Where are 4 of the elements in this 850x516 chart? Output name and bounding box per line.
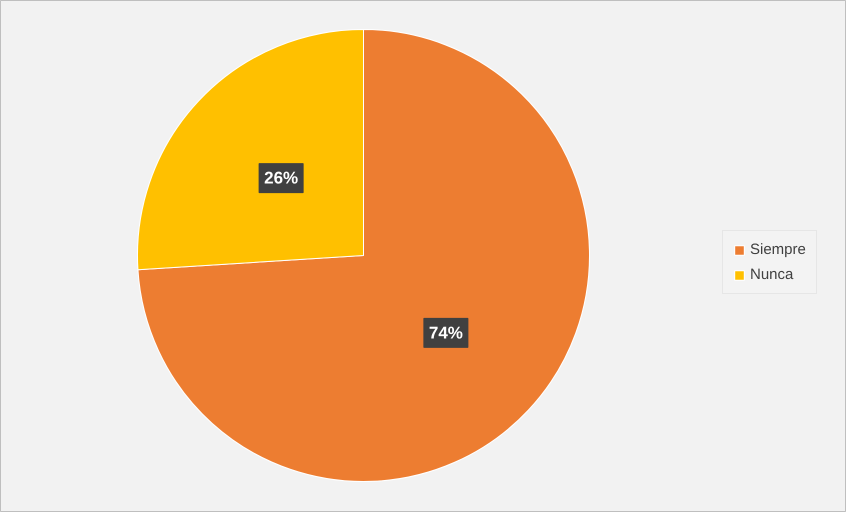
legend-label: Siempre xyxy=(750,241,806,258)
legend-label: Nunca xyxy=(750,266,794,283)
data-label: 74% xyxy=(428,323,463,342)
data-label: 26% xyxy=(264,168,298,188)
